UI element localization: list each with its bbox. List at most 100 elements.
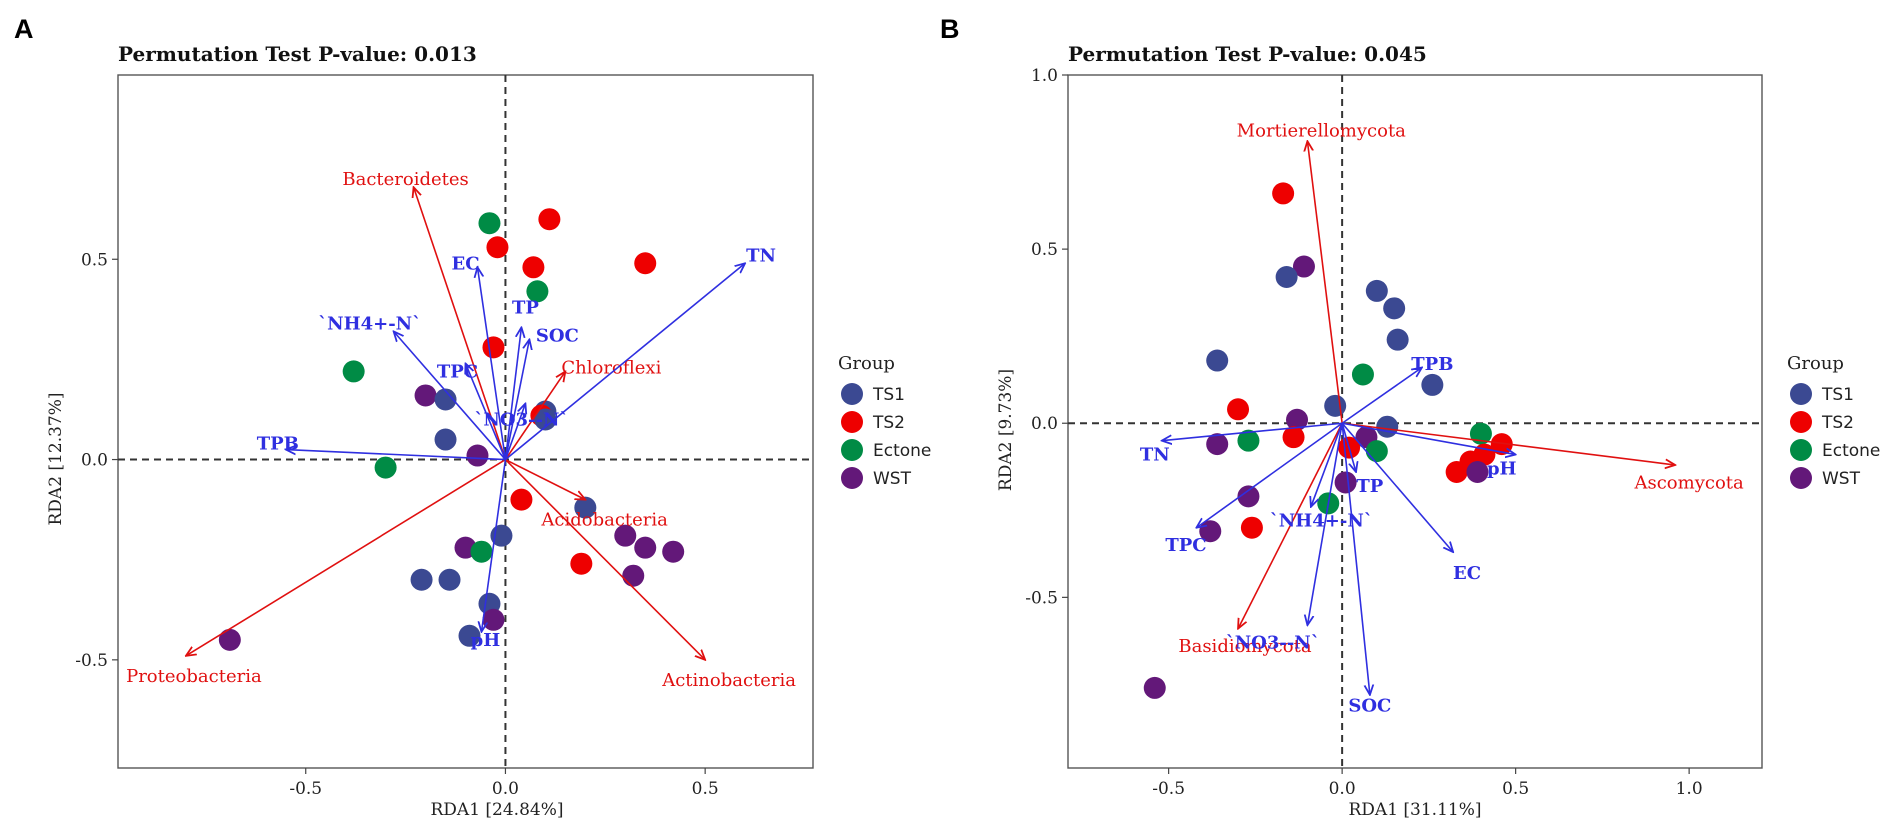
chart-title-b: Permutation Test P-value: 0.045 <box>1068 42 1427 66</box>
panel-b: B Permutation Test P-value: 0.045 RDA1 [… <box>940 14 1763 820</box>
x-tick-label: 0.0 <box>492 779 519 799</box>
y-tick-label: 0.0 <box>81 451 108 471</box>
legend-label-ts2-a: TS2 <box>872 413 905 433</box>
point-ts2 <box>486 236 509 259</box>
env-arrow-tn <box>1162 422 1343 440</box>
point-wst <box>622 564 645 587</box>
species-arrow-bacteroidetes <box>414 187 507 460</box>
legend-swatch-ts1-b <box>1790 383 1812 405</box>
legend-label-ectone-a: Ectone <box>873 441 931 461</box>
env-arrow-tpb <box>286 450 506 461</box>
point-wst <box>1206 433 1229 456</box>
point-ts1 <box>1206 349 1229 372</box>
point-ectone <box>1237 429 1260 452</box>
y-tick-label: -0.5 <box>1025 588 1058 608</box>
env-label-tpc: TPC <box>1165 535 1206 556</box>
env-arrow-ec <box>477 267 507 460</box>
legend-title-b: Group <box>1787 353 1844 374</box>
species-arrow-mortierellomycota <box>1307 141 1343 424</box>
point-wst <box>1286 408 1309 431</box>
env-arrow-tp <box>504 327 521 460</box>
point-ts1 <box>1324 394 1347 417</box>
env-arrow-soc <box>1341 423 1370 695</box>
species-label-chloroflexi: Chloroflexi <box>561 357 661 378</box>
env-label-tn: TN <box>746 245 776 266</box>
species-arrow-actinobacteria <box>504 458 705 660</box>
species-arrow-basidiomycota <box>1238 422 1343 628</box>
plot-frame-b <box>1067 74 1763 769</box>
species-arrow-proteobacteria <box>186 458 506 656</box>
env-arrow-ec <box>1341 422 1453 552</box>
legend-title-a: Group <box>838 353 895 374</box>
legend-label-ectone-b: Ectone <box>1822 441 1880 461</box>
point-ts2 <box>1445 460 1468 483</box>
legend-label-wst-a: WST <box>873 469 912 489</box>
point-ts1 <box>438 568 461 591</box>
point-ts1 <box>1421 373 1444 396</box>
legend-swatch-ts2-a <box>841 411 863 433</box>
plot-area-a: -0.5 0.0 0.5 -0.5 0.0 0.5 Bacteroidetes Chlorof… <box>75 74 814 799</box>
point-wst <box>414 384 437 407</box>
env-label-tn: TN <box>1140 445 1170 466</box>
x-tick-label: -0.5 <box>1152 779 1185 799</box>
legend-label-ts2-b: TS2 <box>1821 413 1854 433</box>
point-ts1 <box>458 624 481 647</box>
legend-swatch-ectone-a <box>841 439 863 461</box>
env-label-tpb: TPB <box>1411 354 1453 375</box>
point-ts1 <box>1376 415 1399 438</box>
point-ts1 <box>534 408 557 431</box>
point-ts2 <box>1272 182 1295 205</box>
species-label-basidiomycota: Basidiomycota <box>1178 636 1311 657</box>
x-tick-label: 0.5 <box>1502 779 1529 799</box>
point-wst <box>1334 471 1357 494</box>
point-wst <box>1237 485 1260 508</box>
x-tick-label: 1.0 <box>1676 779 1703 799</box>
env-label-nh4-n: `NH4+-N` <box>1270 511 1373 532</box>
env-label-soc: SOC <box>1348 695 1391 716</box>
point-ts1 <box>1386 328 1409 351</box>
env-label-ph: pH <box>471 630 501 651</box>
point-ts1 <box>410 568 433 591</box>
env-arrow-tpb <box>1341 368 1422 424</box>
point-ectone <box>1351 363 1374 386</box>
point-ts2 <box>522 256 545 279</box>
point-ectone <box>1365 440 1388 463</box>
env-arrow-nh4-n <box>394 331 507 461</box>
species-label-bacteroidetes: Bacteroidetes <box>342 169 468 190</box>
point-ts2 <box>570 552 593 575</box>
y-tick-label: 0.0 <box>1031 414 1058 434</box>
point-ectone <box>478 212 501 235</box>
env-arrow-ph <box>1341 422 1516 454</box>
plot-area-b: -0.5 0.0 0.5 1.0 -0.5 0.0 0.5 1.0 Mortierellomyc… <box>1025 66 1763 799</box>
legend-a: Group TS1 TS2 Ectone WST <box>838 353 931 489</box>
legend-swatch-ts2-b <box>1790 411 1812 433</box>
point-wst <box>614 524 637 547</box>
legend-swatch-wst-a <box>841 467 863 489</box>
point-ts2 <box>634 252 657 275</box>
env-label-tpb: TPB <box>257 434 299 455</box>
panel-letter-a: A <box>14 14 34 44</box>
legend-swatch-ts1-a <box>841 383 863 405</box>
point-ts2 <box>510 488 533 511</box>
point-wst <box>1292 255 1315 278</box>
species-arrow-chloroflexi <box>504 371 565 461</box>
x-tick-label: 0.0 <box>1329 779 1356 799</box>
env-arrow-soc <box>504 339 529 460</box>
point-ectone <box>342 360 365 383</box>
env-label-no3-n: `NO3--N` <box>474 409 568 430</box>
env-label-no3-n: `NO3--N` <box>1226 633 1320 654</box>
point-ts2 <box>538 208 561 231</box>
legend-label-ts1-b: TS1 <box>1821 385 1854 405</box>
y-axis-label-a: RDA2 [12.37%] <box>46 392 66 525</box>
point-ts2 <box>1227 398 1250 421</box>
y-axis-label-b: RDA2 [9.73%] <box>996 369 1016 491</box>
y-tick-label: 0.5 <box>1031 240 1058 260</box>
panel-letter-b: B <box>940 14 960 44</box>
env-arrow-nh4-n <box>1311 422 1343 507</box>
env-arrow-tpc <box>466 363 507 460</box>
env-arrow-tn <box>504 263 745 461</box>
species-arrow-acidobacteria <box>505 458 585 500</box>
x-axis-label-a: RDA1 [24.84%] <box>430 800 563 820</box>
env-arrow-tp <box>1341 423 1356 472</box>
